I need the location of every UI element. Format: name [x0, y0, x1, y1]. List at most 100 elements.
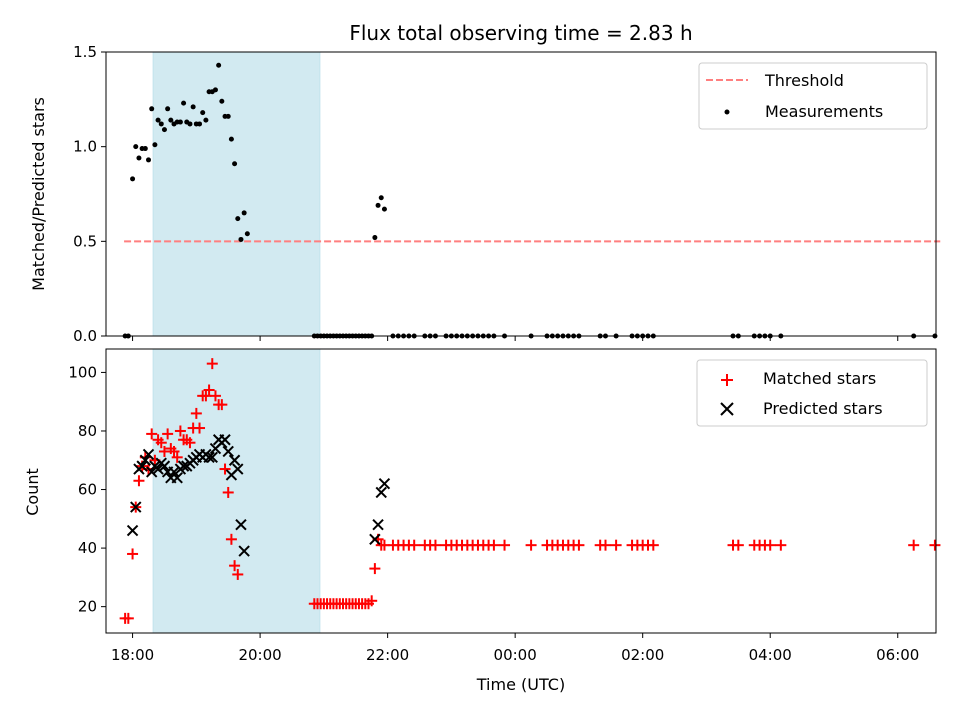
measurement-point — [203, 117, 209, 123]
matched-star-point — [408, 539, 420, 551]
predicted-star-point — [168, 466, 180, 478]
x-tick-label: 20:00 — [238, 646, 281, 664]
predicted-star-point — [126, 524, 139, 537]
measurement-point — [190, 104, 196, 110]
predicted-star-point — [158, 460, 171, 472]
matched-star-point — [203, 384, 215, 396]
matched-star-point — [155, 437, 167, 449]
predicted-star-point — [228, 454, 241, 466]
measurement-point — [228, 136, 234, 142]
measurement-point — [152, 142, 158, 148]
measurement-point — [130, 176, 136, 182]
predicted-star-point — [177, 460, 190, 472]
predicted-star-point — [238, 545, 250, 557]
matched-star-point — [168, 445, 180, 457]
bottom-highlight-span — [152, 348, 321, 634]
top-y-axis-label: Matched/Predicted stars — [29, 97, 48, 291]
matched-star-point — [366, 595, 378, 607]
matched-star-point — [190, 407, 202, 419]
y-tick-label: 100 — [68, 363, 97, 381]
matched-star-point — [225, 533, 237, 545]
measurement-point — [136, 155, 142, 161]
top-panel: 0.0 0.5 1.0 1.5 Flux total observing time =… — [29, 21, 941, 345]
chart-title: Flux total observing time = 2.83 h — [349, 21, 692, 45]
y-tick-label: 1.0 — [73, 138, 97, 156]
matched-star-point — [764, 539, 776, 551]
predicted-star-point — [130, 501, 142, 513]
matched-star-point — [194, 422, 206, 434]
measurement-point — [158, 121, 164, 127]
x-tick-label: 04:00 — [749, 646, 792, 664]
predicted-star-point — [232, 463, 244, 475]
x-tick-label: 06:00 — [876, 646, 919, 664]
measurement-point — [155, 117, 161, 123]
matched-star-point — [133, 475, 145, 487]
y-tick-label: 0.5 — [73, 232, 97, 250]
matched-star-point — [599, 539, 611, 551]
legend-matched-label: Matched stars — [763, 369, 876, 388]
matched-star-point — [369, 563, 381, 575]
top-highlight-span — [152, 51, 321, 337]
matched-star-point — [229, 560, 241, 572]
matched-star-point — [488, 539, 500, 551]
bottom-legend: Matched stars Predicted stars — [696, 359, 928, 427]
predicted-star-point — [203, 451, 215, 464]
matched-star-point — [219, 463, 231, 475]
x-tick-label: 02:00 — [621, 646, 664, 664]
measurement-point — [181, 100, 187, 106]
matched-star-point — [499, 539, 511, 551]
matched-star-point — [200, 390, 212, 402]
predicted-star-point — [145, 466, 158, 478]
matched-stars-series — [119, 358, 941, 624]
legend-predicted-swatch — [720, 402, 734, 416]
matched-star-point — [732, 539, 744, 551]
matched-star-point — [908, 539, 920, 551]
top-plot-frame — [105, 51, 937, 337]
y-tick-label: 1.5 — [73, 43, 97, 61]
measurement-point — [372, 235, 378, 241]
measurement-point — [149, 106, 155, 112]
measurement-point — [187, 121, 193, 127]
measurement-point — [244, 231, 250, 237]
bottom-x-ticks: 18:00 20:00 22:00 00:00 02:00 04:00 06:00 — [111, 633, 919, 664]
legend-matched-swatch — [721, 374, 733, 386]
matched-star-point — [610, 539, 622, 551]
y-tick-label: 0.0 — [73, 327, 97, 345]
predicted-star-point — [219, 434, 231, 446]
matched-star-point — [146, 428, 158, 440]
matched-star-point — [775, 539, 787, 551]
measurement-point — [197, 121, 203, 127]
matched-star-point — [206, 358, 218, 370]
measurement-point — [142, 146, 148, 152]
predicted-star-point — [206, 451, 218, 464]
x-tick-label: 22:00 — [366, 646, 409, 664]
predicted-star-point — [375, 486, 387, 499]
measurement-point — [378, 195, 384, 201]
predicted-star-point — [171, 472, 183, 484]
x-tick-label: 18:00 — [111, 646, 154, 664]
top-legend: Threshold Measurements — [698, 62, 928, 130]
matched-star-point — [429, 539, 441, 551]
predicted-star-point — [378, 477, 391, 490]
matched-star-point — [158, 445, 170, 457]
measurement-point — [375, 202, 381, 208]
predicted-star-point — [142, 448, 155, 461]
y-tick-label: 40 — [78, 539, 97, 557]
measurement-point — [381, 206, 387, 212]
bottom-panel: 20 40 60 80 100 18:00 20:00 22:00 00:00 02:00 04:… — [23, 348, 941, 694]
predicted-stars-series — [126, 434, 391, 557]
matched-star-point — [209, 390, 221, 402]
legend-predicted-label: Predicted stars — [763, 399, 883, 418]
measurement-point — [200, 110, 206, 116]
bottom-x-axis-label: Time (UTC) — [476, 675, 565, 694]
matched-star-point — [174, 425, 186, 437]
predicted-star-point — [139, 454, 152, 466]
matched-star-point — [525, 539, 537, 551]
legend-threshold-label: Threshold — [764, 71, 844, 90]
matched-star-point — [162, 428, 174, 440]
measurement-point — [161, 127, 167, 133]
measurement-point — [177, 119, 183, 125]
matched-star-point — [184, 437, 196, 449]
bottom-y-ticks: 20 40 60 80 100 — [68, 363, 106, 616]
measurement-point — [146, 157, 152, 163]
